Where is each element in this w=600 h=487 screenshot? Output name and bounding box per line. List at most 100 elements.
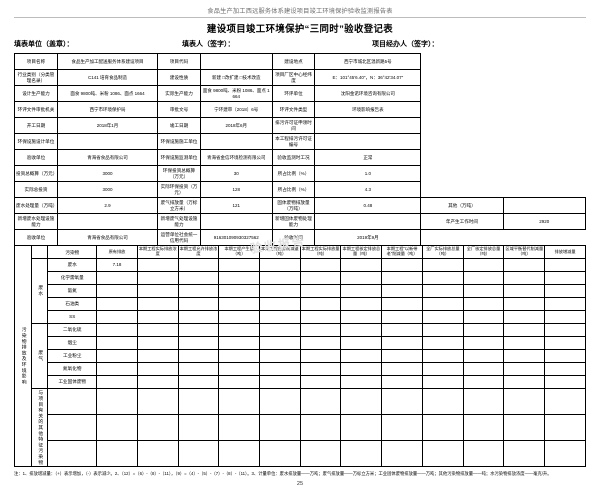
info-value[interactable]: 青海省金信环境检测有限公司 bbox=[200, 149, 273, 166]
pollutant-cell[interactable] bbox=[421, 323, 464, 338]
pollutant-cell[interactable] bbox=[96, 349, 138, 364]
pollutant-cell[interactable] bbox=[381, 271, 423, 286]
pollutant-cell[interactable] bbox=[177, 440, 220, 468]
pollutant-cell[interactable] bbox=[544, 414, 586, 442]
info-value[interactable]: 西宁市城北区温新路5号 bbox=[314, 53, 422, 70]
info-value[interactable]: 2.9 bbox=[56, 197, 159, 214]
pollutant-cell[interactable] bbox=[340, 271, 383, 286]
pollutant-cell[interactable] bbox=[259, 440, 301, 468]
pollutant-cell[interactable] bbox=[96, 362, 138, 377]
info-value[interactable]: 新建 □改扩建 □技术改造 bbox=[200, 69, 273, 86]
pollutant-cell[interactable] bbox=[381, 414, 423, 442]
pollutant-cell[interactable] bbox=[177, 414, 220, 442]
pollutant-cell[interactable] bbox=[218, 271, 261, 286]
pollutant-cell[interactable] bbox=[421, 258, 464, 273]
pollutant-cell[interactable] bbox=[340, 310, 383, 325]
pollutant-cell[interactable] bbox=[503, 440, 546, 468]
pollutant-cell[interactable] bbox=[381, 336, 423, 351]
pollutant-cell[interactable] bbox=[96, 388, 138, 416]
info-value[interactable] bbox=[200, 213, 273, 230]
pollutant-cell[interactable] bbox=[421, 349, 464, 364]
pollutant-cell[interactable] bbox=[259, 349, 301, 364]
info-value[interactable]: 青海省食品有限公司 bbox=[56, 229, 159, 246]
pollutant-cell[interactable] bbox=[421, 388, 464, 416]
pollutant-cell[interactable] bbox=[218, 323, 261, 338]
pollutant-cell[interactable] bbox=[218, 284, 261, 299]
pollutant-cell[interactable] bbox=[340, 375, 383, 390]
pollutant-cell[interactable] bbox=[136, 284, 179, 299]
pollutant-cell[interactable] bbox=[136, 258, 179, 273]
pollutant-cell[interactable] bbox=[544, 284, 586, 299]
pollutant-cell[interactable] bbox=[503, 388, 546, 416]
info-value[interactable] bbox=[314, 117, 422, 134]
info-value[interactable]: 1.0 bbox=[314, 165, 422, 182]
pollutant-cell[interactable] bbox=[218, 388, 261, 416]
info-value[interactable]: 2019年9月 bbox=[314, 229, 422, 246]
info-value[interactable] bbox=[314, 213, 422, 230]
pollutant-cell[interactable] bbox=[136, 323, 179, 338]
pollutant-cell[interactable] bbox=[259, 323, 301, 338]
pollutant-cell[interactable] bbox=[218, 375, 261, 390]
pollutant-cell[interactable] bbox=[462, 258, 505, 273]
info-value[interactable]: C141 培育食品制造 bbox=[56, 69, 159, 86]
pollutant-cell[interactable] bbox=[259, 310, 301, 325]
pollutant-cell[interactable] bbox=[218, 362, 261, 377]
pollutant-cell[interactable] bbox=[299, 310, 342, 325]
pollutant-cell[interactable] bbox=[421, 310, 464, 325]
pollutant-cell[interactable] bbox=[136, 349, 179, 364]
pollutant-cell[interactable] bbox=[259, 271, 301, 286]
pollutant-cell[interactable]: 7.18 bbox=[96, 258, 138, 273]
pollutant-cell[interactable] bbox=[462, 297, 505, 312]
pollutant-cell[interactable] bbox=[544, 362, 586, 377]
pollutant-cell[interactable] bbox=[259, 336, 301, 351]
info-value[interactable] bbox=[314, 133, 422, 150]
pollutant-cell[interactable] bbox=[503, 362, 546, 377]
pollutant-cell[interactable] bbox=[381, 349, 423, 364]
pollutant-cell[interactable] bbox=[299, 323, 342, 338]
pollutant-cell[interactable] bbox=[544, 388, 586, 416]
info-value[interactable]: 面食 9800吨、米粉 1086、面点 1664 bbox=[200, 85, 273, 102]
pollutant-cell[interactable] bbox=[544, 297, 586, 312]
pollutant-cell[interactable] bbox=[381, 297, 423, 312]
pollutant-cell[interactable] bbox=[421, 297, 464, 312]
pollutant-cell[interactable] bbox=[259, 362, 301, 377]
pollutant-cell[interactable] bbox=[96, 310, 138, 325]
pollutant-cell[interactable] bbox=[96, 440, 138, 468]
pollutant-cell[interactable] bbox=[96, 284, 138, 299]
pollutant-cell[interactable] bbox=[96, 271, 138, 286]
pollutant-cell[interactable] bbox=[299, 258, 342, 273]
pollutant-cell[interactable] bbox=[381, 323, 423, 338]
pollutant-cell[interactable] bbox=[177, 375, 220, 390]
pollutant-cell[interactable] bbox=[299, 375, 342, 390]
pollutant-cell[interactable] bbox=[503, 323, 546, 338]
pollutant-cell[interactable] bbox=[421, 362, 464, 377]
pollutant-cell[interactable] bbox=[462, 310, 505, 325]
pollutant-cell[interactable] bbox=[177, 271, 220, 286]
pollutant-cell[interactable] bbox=[136, 440, 179, 468]
pollutant-cell[interactable] bbox=[340, 362, 383, 377]
pollutant-cell[interactable] bbox=[136, 271, 179, 286]
pollutant-cell[interactable] bbox=[421, 440, 464, 468]
pollutant-cell[interactable] bbox=[177, 297, 220, 312]
pollutant-cell[interactable] bbox=[462, 271, 505, 286]
pollutant-cell[interactable] bbox=[381, 258, 423, 273]
info-value[interactable]: 3000 bbox=[56, 165, 159, 182]
info-value[interactable] bbox=[56, 213, 159, 230]
pollutant-cell[interactable] bbox=[462, 388, 505, 416]
pollutant-cell[interactable] bbox=[503, 310, 546, 325]
info-value[interactable]: E：101°45′6.40″，N：36°42′34.07″ bbox=[314, 69, 422, 86]
pollutant-cell[interactable] bbox=[503, 284, 546, 299]
pollutant-cell[interactable] bbox=[381, 284, 423, 299]
pollutant-cell[interactable] bbox=[381, 362, 423, 377]
info-value[interactable]: 沈阳金诺环境咨询有限公司 bbox=[314, 85, 422, 102]
pollutant-cell[interactable] bbox=[503, 349, 546, 364]
pollutant-cell[interactable] bbox=[299, 336, 342, 351]
pollutant-cell[interactable] bbox=[544, 440, 586, 468]
pollutant-cell[interactable] bbox=[136, 414, 179, 442]
pollutant-cell[interactable] bbox=[340, 414, 383, 442]
pollutant-cell[interactable] bbox=[503, 258, 546, 273]
info-value[interactable]: 3000 bbox=[56, 181, 159, 198]
pollutant-cell[interactable] bbox=[340, 297, 383, 312]
pollutant-cell[interactable] bbox=[177, 323, 220, 338]
pollutant-cell[interactable] bbox=[259, 414, 301, 442]
